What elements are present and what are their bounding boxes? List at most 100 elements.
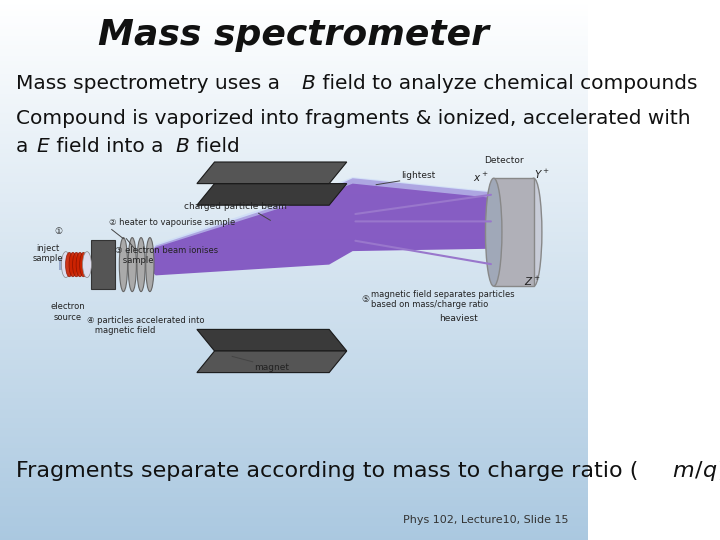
Bar	[0, 444, 588, 447]
Bar	[0, 139, 588, 140]
Bar	[0, 504, 588, 506]
Bar	[0, 439, 588, 441]
Bar	[0, 367, 588, 369]
Bar	[0, 416, 588, 417]
Bar	[0, 335, 588, 336]
Bar	[0, 178, 588, 180]
Bar	[0, 517, 588, 518]
Bar	[0, 447, 588, 448]
Ellipse shape	[83, 252, 91, 278]
Bar	[0, 126, 588, 128]
Bar	[0, 205, 588, 207]
Text: ③ electron beam ionises
   sample: ③ electron beam ionises sample	[114, 246, 217, 265]
Bar	[0, 457, 588, 459]
Bar	[0, 371, 588, 373]
Bar	[0, 308, 588, 309]
Text: ② heater to vapourise sample: ② heater to vapourise sample	[109, 218, 235, 227]
Bar	[0, 488, 588, 490]
Bar	[0, 398, 588, 400]
Bar	[0, 241, 588, 243]
Bar	[0, 120, 588, 123]
Text: ①: ①	[55, 227, 63, 235]
Ellipse shape	[137, 238, 145, 292]
Ellipse shape	[66, 253, 73, 276]
Text: Compound is vaporized into fragments & ionized, accelerated with: Compound is vaporized into fragments & i…	[17, 109, 691, 129]
Bar	[0, 259, 588, 261]
Bar	[0, 135, 588, 137]
Bar	[0, 286, 588, 288]
Bar	[0, 344, 588, 346]
Bar	[0, 279, 588, 281]
Bar	[0, 171, 588, 173]
Bar	[0, 312, 588, 313]
Bar	[0, 436, 588, 437]
Bar	[0, 393, 588, 394]
Bar	[0, 4, 588, 5]
Bar	[0, 131, 588, 133]
Bar	[0, 390, 588, 393]
Bar	[0, 452, 588, 454]
Bar	[0, 373, 588, 374]
Text: Mass spectrometer: Mass spectrometer	[99, 18, 490, 52]
Bar	[0, 83, 588, 85]
Bar	[0, 461, 588, 463]
Bar	[0, 497, 588, 498]
Bar	[0, 339, 588, 340]
Bar	[0, 520, 588, 522]
Bar	[0, 329, 588, 331]
Bar	[0, 243, 588, 245]
Bar	[0, 137, 588, 139]
Bar	[0, 119, 588, 120]
Bar	[0, 248, 588, 250]
Bar	[0, 34, 588, 36]
Bar	[0, 81, 588, 83]
Bar	[0, 49, 588, 50]
Bar	[0, 218, 588, 220]
Ellipse shape	[61, 252, 71, 278]
Bar	[0, 9, 588, 11]
Bar	[0, 513, 588, 515]
Bar	[0, 32, 588, 34]
Bar	[0, 254, 588, 255]
Bar	[0, 428, 588, 430]
Bar	[0, 250, 588, 252]
Bar	[0, 0, 588, 2]
Bar	[0, 448, 588, 450]
Bar	[0, 232, 588, 234]
Bar	[0, 477, 588, 479]
Bar	[0, 459, 588, 461]
Bar	[0, 531, 588, 533]
Bar	[0, 292, 588, 293]
Bar	[0, 466, 588, 468]
Bar	[0, 396, 588, 398]
Bar	[0, 295, 588, 297]
Bar	[59, 259, 68, 270]
Bar	[0, 90, 588, 92]
Bar	[0, 150, 588, 151]
Bar	[0, 227, 588, 228]
Bar	[0, 326, 588, 328]
Bar	[0, 322, 588, 324]
Bar	[0, 274, 588, 275]
Bar	[0, 211, 588, 212]
Bar	[0, 212, 588, 214]
Bar	[0, 151, 588, 153]
Bar	[0, 282, 588, 285]
Bar	[0, 93, 588, 96]
Bar	[0, 363, 588, 366]
Bar	[0, 501, 588, 502]
Bar	[0, 177, 588, 178]
Bar	[0, 281, 588, 282]
Bar	[0, 400, 588, 401]
Bar	[0, 184, 588, 185]
Bar	[0, 304, 588, 306]
Bar	[0, 336, 588, 339]
Bar	[0, 263, 588, 265]
Bar	[0, 374, 588, 376]
Ellipse shape	[128, 238, 136, 292]
Bar	[0, 5, 588, 7]
Bar	[0, 231, 588, 232]
Bar	[0, 97, 588, 99]
Bar	[0, 76, 588, 77]
Bar	[0, 533, 588, 535]
